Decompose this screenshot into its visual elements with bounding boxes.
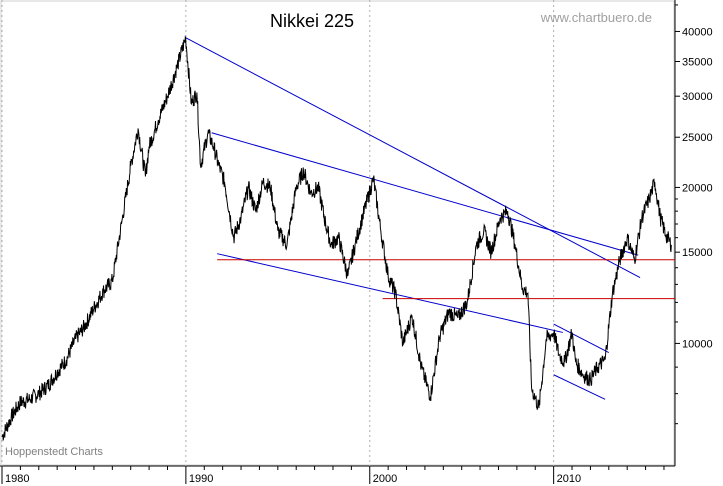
- x-tick-label-1990: 1990: [189, 473, 213, 485]
- chart-title: Nikkei 225: [270, 11, 354, 31]
- source-label: Hoppenstedt Charts: [5, 446, 103, 458]
- x-tick-label-2000: 2000: [373, 473, 397, 485]
- y-tick-label-20000: 20000: [682, 182, 713, 194]
- y-tick-label-25000: 25000: [682, 132, 713, 144]
- trend-line-3: [553, 323, 610, 354]
- plot-frame: [0, 0, 675, 466]
- trend-line-2: [217, 253, 563, 333]
- price-line: [1, 35, 672, 441]
- y-axis-ticks: 40000 35000 30000 25000 20000 15000 10000: [675, 4, 713, 425]
- y-tick-label-35000: 35000: [682, 57, 713, 69]
- y-tick-label-30000: 30000: [682, 91, 713, 103]
- trend-line-0: [185, 37, 641, 278]
- grid-lines: [1, 0, 555, 466]
- trend-line-4: [553, 374, 606, 400]
- x-axis-ticks: 1980 1990 2000 2010: [1, 466, 665, 485]
- trend-line-1: [211, 132, 639, 256]
- y-tick-label-10000: 10000: [682, 338, 713, 350]
- y-tick-label-15000: 15000: [682, 247, 713, 259]
- price-series: [1, 35, 672, 441]
- x-tick-label-1980: 1980: [5, 473, 29, 485]
- x-tick-label-2010: 2010: [557, 473, 581, 485]
- trend-lines: [185, 37, 675, 400]
- watermark-url: www.chartbuero.de: [540, 10, 652, 25]
- y-tick-label-40000: 40000: [682, 26, 713, 38]
